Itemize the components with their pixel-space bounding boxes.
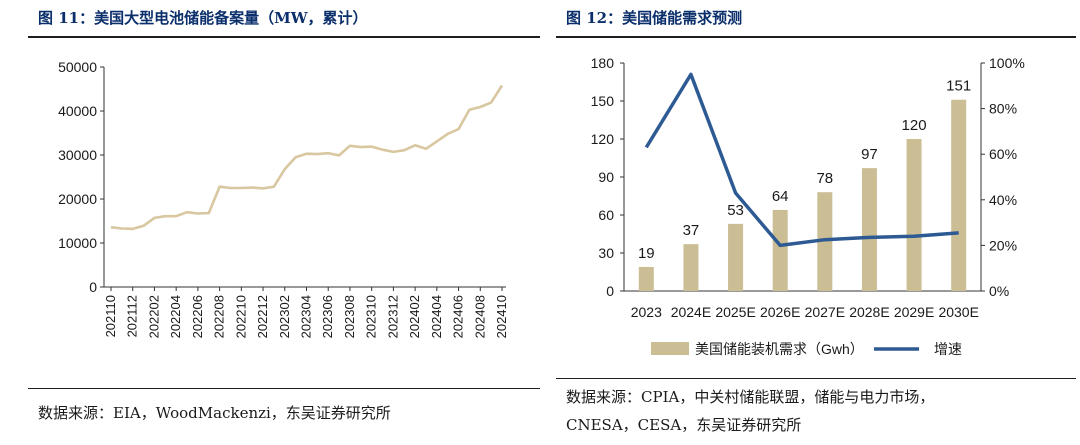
right-figure-panel: 图 12：美国储能需求预测 0 30 60 90 120 150 180 0% 20% 40% 60… <box>556 0 1080 445</box>
right-right-y-tick-label: 20% <box>989 237 1017 253</box>
right-x-tick-label: 2027E <box>805 304 845 320</box>
left-y-tick-label: 30000 <box>58 147 97 163</box>
right-left-y-tick-label: 90 <box>598 169 614 185</box>
left-x-tick-label: 202112 <box>125 295 140 337</box>
demand-bar <box>772 209 788 291</box>
right-x-tick-label: 2028E <box>849 304 889 320</box>
left-x-tick-label: 202206 <box>190 295 205 338</box>
left-x-tick-label: 202310 <box>364 295 379 338</box>
left-x-tick-label: 202406 <box>451 295 466 338</box>
left-y-tick-label: 20000 <box>58 191 97 207</box>
demand-data-label: 97 <box>861 146 878 163</box>
left-figure-panel: 图 11：美国大型电池储能备案量（MW，累计） 0 10000 20000 30000… <box>28 9 540 422</box>
figure-12-title: 图 12：美国储能需求预测 <box>566 9 743 27</box>
right-x-tick-label: 2029E <box>894 304 934 320</box>
figure-11-title: 图 11：美国大型电池储能备案量（MW，累计） <box>38 9 368 27</box>
left-x-tick-label: 202204 <box>168 295 183 338</box>
right-right-y-tick-label: 80% <box>989 101 1017 117</box>
right-source-note-line1: 数据来源：CPIA，中关村储能联盟，储能与电力市场， <box>566 388 935 406</box>
demand-bar <box>683 244 699 291</box>
demand-data-label: 53 <box>727 202 744 219</box>
growth-rate-line <box>644 72 959 248</box>
right-x-tick-label: 2026E <box>760 304 800 320</box>
left-x-tick-label: 202212 <box>255 295 270 338</box>
left-y-tick-label: 50000 <box>58 59 97 75</box>
left-source-rule <box>28 388 540 389</box>
right-left-y-tick-label: 150 <box>591 93 615 109</box>
left-x-tick-label: 202404 <box>429 295 444 338</box>
right-x-tick-label: 2030E <box>938 304 978 320</box>
left-x-tick-label: 202410 <box>494 295 509 338</box>
demand-bar <box>817 192 833 291</box>
left-x-tick-label: 202408 <box>472 295 487 338</box>
demand-data-label: 120 <box>902 117 927 134</box>
left-x-tick-label: 202312 <box>385 295 400 338</box>
right-right-y-tick-label: 40% <box>989 192 1017 208</box>
left-title-rule <box>28 36 540 38</box>
right-left-y-tick-label: 0 <box>606 283 614 299</box>
right-left-y-tick-label: 60 <box>598 207 614 223</box>
right-combo-chart: 0 30 60 90 120 150 180 0% 20% 40% 60% 80% 100% 2023 20… <box>591 55 1025 357</box>
left-x-tick-label: 202304 <box>299 295 314 338</box>
legend-bar-label: 美国储能装机需求（Gwh） <box>695 341 864 357</box>
demand-bar <box>638 266 654 291</box>
left-y-tick-label: 0 <box>89 279 97 295</box>
demand-data-label: 19 <box>638 245 655 262</box>
left-x-tick-label: 202302 <box>277 295 292 338</box>
left-y-tick-label: 10000 <box>58 235 97 251</box>
right-left-y-tick-label: 180 <box>591 55 615 71</box>
right-right-y-tick-label: 0% <box>989 283 1009 299</box>
demand-data-label: 37 <box>683 222 700 239</box>
left-y-tick-label: 40000 <box>58 103 97 119</box>
right-left-y-tick-label: 30 <box>598 245 614 261</box>
left-x-tick-label: 202306 <box>320 295 335 338</box>
right-x-tick-label: 2024E <box>671 304 711 320</box>
right-right-y-tick-label: 100% <box>989 55 1025 71</box>
legend-bar-swatch <box>651 342 689 355</box>
left-x-tick-label: 202202 <box>146 295 161 338</box>
left-x-tick-label: 202110 <box>103 295 118 337</box>
right-right-y-tick-label: 60% <box>989 146 1017 162</box>
demand-data-label: 151 <box>946 78 971 95</box>
demand-data-label: 64 <box>772 188 789 205</box>
demand-bar <box>728 223 744 291</box>
demand-bar <box>861 168 877 291</box>
demand-data-label: 78 <box>816 170 833 187</box>
left-x-tick-label: 202308 <box>342 295 357 338</box>
demand-bar <box>951 99 967 291</box>
right-x-tick-label: 2023 <box>631 304 662 320</box>
left-x-tick-label: 202402 <box>407 295 422 338</box>
left-line-chart: 0 10000 20000 30000 40000 50000 202110 202112 20… <box>58 59 509 338</box>
left-x-tick-label: 202208 <box>212 295 227 338</box>
right-title-rule <box>556 36 1076 38</box>
right-x-tick-label: 2025E <box>715 304 755 320</box>
right-left-y-tick-label: 120 <box>591 131 615 147</box>
left-cumulative-series-line <box>110 84 504 231</box>
right-source-rule <box>556 378 1076 379</box>
demand-bar <box>906 139 922 291</box>
left-source-note: 数据来源：EIA，WoodMackenzi，东吴证券研究所 <box>38 404 391 422</box>
left-x-tick-label: 202210 <box>233 295 248 338</box>
right-source-note-line2: CNESA，CESA，东吴证券研究所 <box>566 416 802 434</box>
legend-line-label: 增速 <box>934 341 962 357</box>
